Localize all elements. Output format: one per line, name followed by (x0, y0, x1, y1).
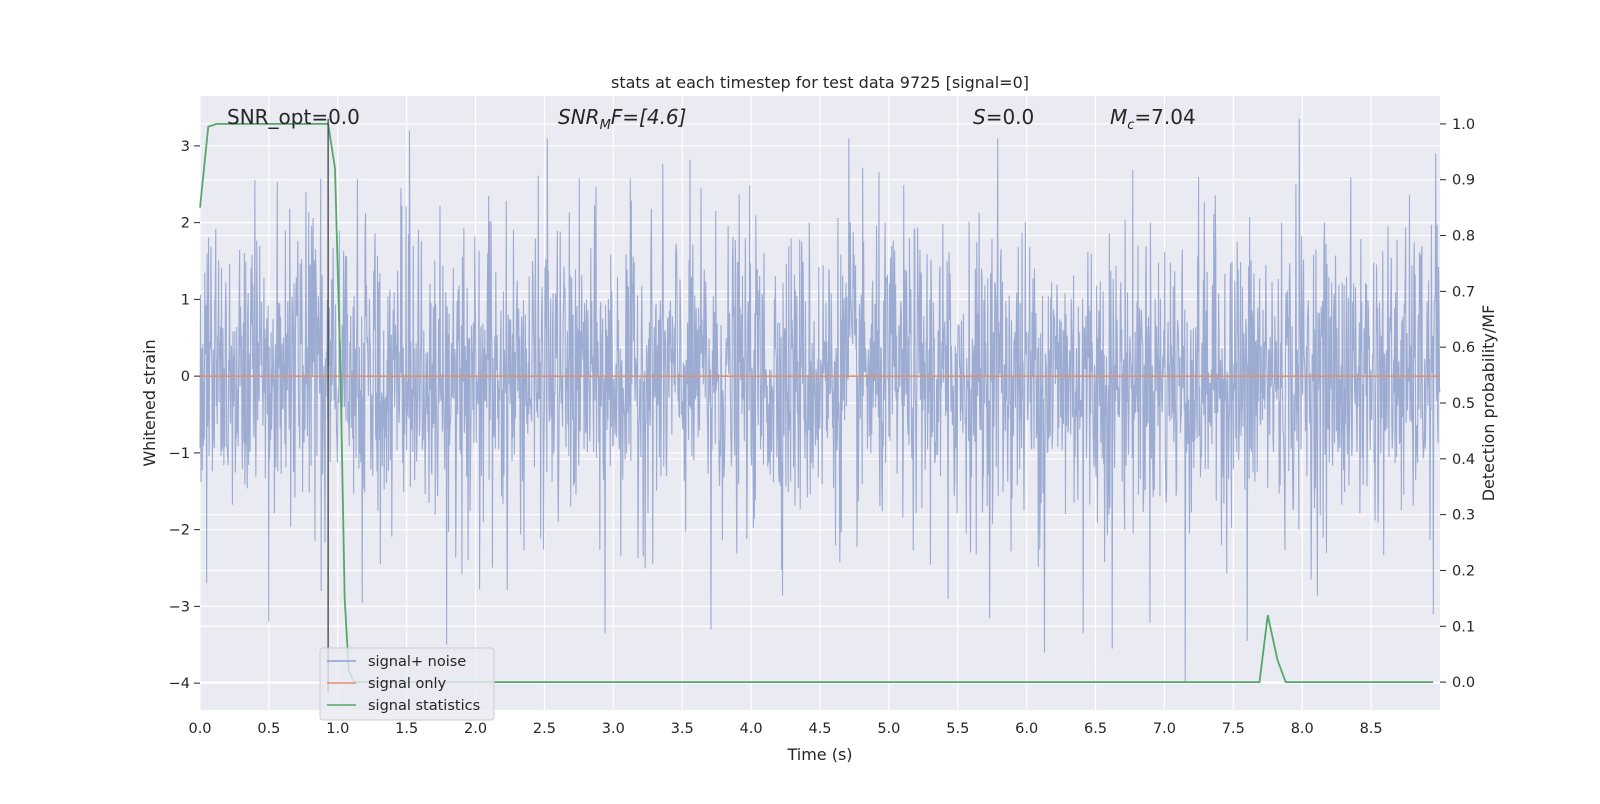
legend: signal+ noise signal only signal statist… (319, 647, 495, 721)
legend-box (319, 647, 495, 721)
y-right-tick-label: 0.3 (1452, 508, 1475, 524)
y-tick-label: −2 (169, 523, 190, 539)
x-tick-label: 1.0 (326, 721, 349, 737)
y-right-axis-ticks: 1.0 0.9 0.8 0.7 0.6 0.5 0.4 0.3 0.2 0.1 0.0 (1440, 117, 1475, 691)
x-axis-label: Time (s) (786, 745, 852, 764)
y-tick-label: −4 (169, 676, 190, 692)
x-tick-label: 2.5 (533, 721, 556, 737)
x-tick-label: 6.5 (1084, 721, 1107, 737)
annotation-mc-rest: =7.04 (1134, 105, 1195, 129)
y-right-tick-label: 0.8 (1452, 229, 1475, 245)
legend-label-noise: signal+ noise (368, 654, 466, 670)
annotation-snr-mf: SNRMF=[4.6] (558, 105, 686, 133)
y-right-axis-label: Detection probability/MF (1479, 305, 1498, 502)
y-tick-label: 2 (181, 216, 190, 232)
y-right-tick-label: 0.7 (1452, 284, 1475, 300)
annotation-snr-mf-rest: F=[4.6] (611, 105, 687, 129)
y-right-tick-label: 0.2 (1452, 563, 1475, 579)
y-right-tick-label: 0.0 (1452, 675, 1475, 691)
x-tick-label: 7.5 (1222, 721, 1245, 737)
y-right-tick-label: 0.5 (1452, 396, 1475, 412)
y-axis-label: Whitened strain (140, 339, 159, 466)
x-tick-label: 3.5 (671, 721, 694, 737)
x-tick-label: 4.0 (740, 721, 763, 737)
annotation-mc: Mc=7.04 (1110, 105, 1196, 133)
x-tick-label: 0.5 (257, 721, 280, 737)
x-tick-label: 4.5 (808, 721, 831, 737)
annotation-snr-mf-sub: M (600, 118, 611, 133)
legend-label-signal: signal only (368, 676, 447, 692)
x-tick-label: 7.0 (1153, 721, 1176, 737)
y-tick-label: −3 (169, 599, 190, 615)
y-tick-label: 1 (181, 292, 190, 308)
annotation-s: S=0.0 (973, 105, 1034, 129)
annotation-snr-opt: SNR_opt=0.0 (227, 105, 360, 129)
x-tick-label: 2.0 (464, 721, 487, 737)
x-tick-label: 6.0 (1015, 721, 1038, 737)
x-tick-label: 3.0 (602, 721, 625, 737)
annotation-mc-sub: c (1127, 118, 1134, 133)
y-tick-label: −1 (169, 446, 190, 462)
x-tick-label: 8.5 (1360, 721, 1383, 737)
y-right-tick-label: 0.4 (1452, 452, 1475, 468)
legend-label-stats: signal statistics (368, 698, 480, 714)
y-right-tick-label: 0.9 (1452, 173, 1475, 189)
y-tick-label: 0 (181, 369, 190, 385)
x-tick-label: 1.5 (395, 721, 418, 737)
y-axis-ticks: 3 2 1 0 −1 −2 −3 −4 (169, 139, 200, 692)
annotation-s-rest: =0.0 (986, 105, 1035, 129)
signal-plus-noise-series (199, 119, 1441, 684)
annotation-snr-mf-base: SNR (558, 105, 600, 129)
x-axis-ticks: 0.0 0.5 1.0 1.5 2.0 2.5 3.0 3.5 4.0 4.5 5.0 5.5 6.0 6… (188, 721, 1382, 737)
y-right-tick-label: 0.6 (1452, 340, 1475, 356)
x-tick-label: 5.0 (877, 721, 900, 737)
x-tick-label: 8.0 (1291, 721, 1314, 737)
y-right-tick-label: 1.0 (1452, 117, 1475, 133)
annotation-s-italic: S (973, 105, 986, 129)
chart-title: stats at each timestep for test data 972… (611, 73, 1029, 92)
y-right-tick-label: 0.1 (1452, 619, 1475, 635)
x-tick-label: 0.0 (188, 721, 211, 737)
signal-plus-noise-line (199, 119, 1441, 684)
annotation-mc-base: M (1110, 105, 1127, 129)
x-tick-label: 5.5 (946, 721, 969, 737)
y-tick-label: 3 (181, 139, 190, 155)
